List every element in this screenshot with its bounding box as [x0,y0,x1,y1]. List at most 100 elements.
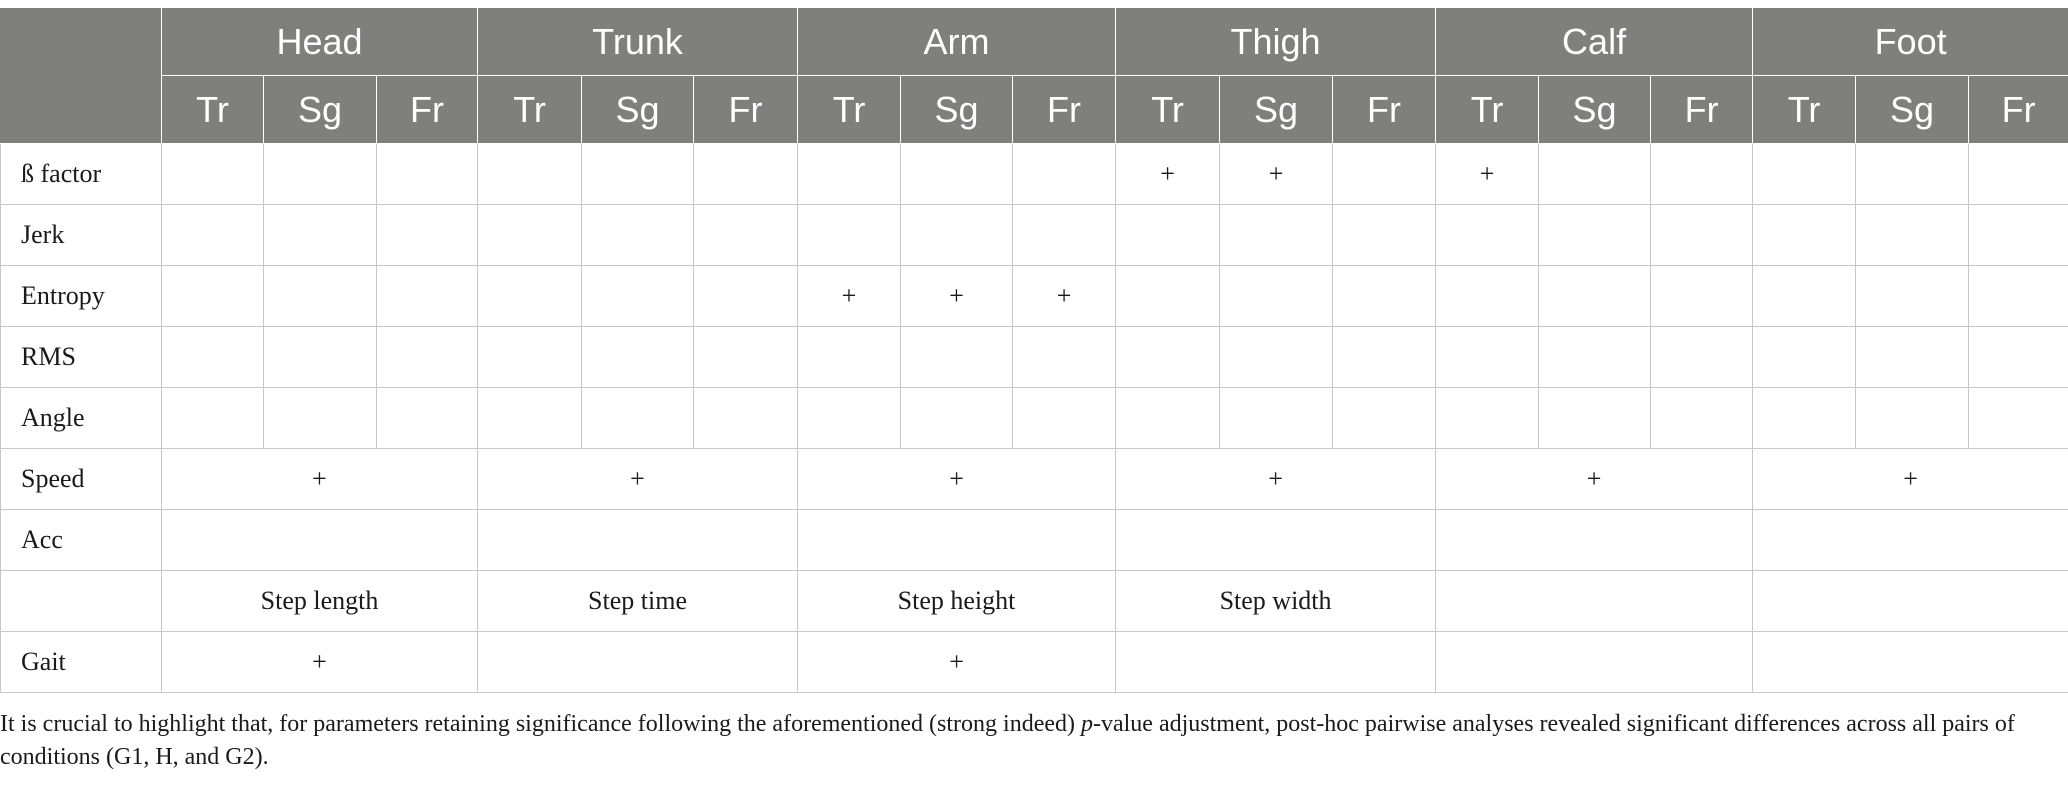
plane-header-calf-sg: Sg [1538,75,1652,144]
table-row: Jerk [0,204,2068,266]
table-cell [375,204,479,266]
table-cell [1538,143,1652,205]
merged-cell [477,509,799,571]
table-cell [477,204,583,266]
table-cell [693,326,799,388]
plane-header-head-sg: Sg [263,75,377,144]
table-cell [1115,326,1221,388]
table-row: Speed + + + + + + [0,448,2068,510]
plane-header-thigh-fr: Fr [1332,75,1437,144]
table-cell: + [797,265,902,327]
merged-cell: + [797,631,1117,693]
group-header-arm: Arm [797,7,1117,76]
table-cell [900,387,1014,449]
plane-header-head-fr: Fr [375,75,479,144]
plane-header-foot-sg: Sg [1855,75,1970,144]
table-cell [1752,326,1857,388]
table-cell [1115,387,1221,449]
table-cell [1968,204,2068,266]
plane-header-arm-fr: Fr [1012,75,1117,144]
row-label [0,570,162,632]
header-corner [0,7,162,144]
table-cell [263,265,377,327]
table-cell [477,326,583,388]
group-header-calf: Calf [1435,7,1754,76]
table-cell [1219,326,1334,388]
table-cell [1968,326,2068,388]
merged-cell [477,631,799,693]
plane-header-calf-fr: Fr [1650,75,1754,144]
table-cell: + [1435,143,1540,205]
merged-cell [1752,570,2068,632]
merged-cell [1435,631,1754,693]
group-header-foot: Foot [1752,7,2068,76]
table-cell [1855,143,1970,205]
table-cell [1538,387,1652,449]
plane-header-trunk-sg: Sg [581,75,695,144]
table-cell [1332,204,1437,266]
table-body: ß factor + + + Jerk Entropy + + + RMS Angle Speed + +… [0,143,2068,693]
table-row: Acc [0,509,2068,571]
table-cell [1332,326,1437,388]
table-cell [1650,326,1754,388]
table-cell [1855,326,1970,388]
footnote-text-end: -value adjustment, post-hoc pairwise ana… [0,711,2015,770]
table-cell [900,143,1014,205]
row-label: Gait [0,631,162,693]
table-cell [1332,387,1437,449]
table-cell [1538,326,1652,388]
plane-header-trunk-fr: Fr [693,75,799,144]
table-cell [375,265,479,327]
table-cell [1012,204,1117,266]
table-cell [1115,204,1221,266]
table-cell [477,387,583,449]
table-cell [1855,387,1970,449]
merged-cell [1115,509,1437,571]
plane-header-calf-tr: Tr [1435,75,1540,144]
plane-header-foot-tr: Tr [1752,75,1857,144]
table-cell [797,204,902,266]
table-cell [1968,265,2068,327]
table-cell [1332,265,1437,327]
table-cell [797,143,902,205]
table-cell [797,387,902,449]
table-cell [263,143,377,205]
table-cell [693,143,799,205]
table-cell [581,387,695,449]
group-header-trunk: Trunk [477,7,799,76]
table-cell [693,204,799,266]
group-header-head: Head [160,7,479,76]
table-cell [1219,204,1334,266]
merged-cell [1752,631,2068,693]
table-cell [1435,387,1540,449]
table-cell [161,326,264,388]
table-cell [1435,265,1540,327]
table-cell [581,204,695,266]
table-cell [1219,265,1334,327]
merged-cell [1752,509,2068,571]
merged-cell: Step length [160,570,479,632]
row-label: RMS [0,326,162,388]
table-cell [161,265,264,327]
table-cell [1752,204,1857,266]
table-cell [693,387,799,449]
table-footnote: It is crucial to highlight that, for par… [0,708,2060,774]
group-header-thigh: Thigh [1115,7,1437,76]
merged-cell: + [1115,448,1437,510]
table-cell [581,143,695,205]
table-cell: + [900,265,1014,327]
table-cell [1650,387,1754,449]
table-cell [1012,143,1117,205]
plane-header-head-tr: Tr [161,75,264,144]
plane-header-thigh-sg: Sg [1219,75,1334,144]
table-cell [375,326,479,388]
table-cell [797,326,902,388]
table-cell: + [1012,265,1117,327]
merged-cell [1115,631,1437,693]
plane-header-foot-fr: Fr [1968,75,2068,144]
table-cell [900,204,1014,266]
row-label: Jerk [0,204,162,266]
table-cell [161,204,264,266]
table-cell [1650,143,1754,205]
merged-cell [1435,509,1754,571]
